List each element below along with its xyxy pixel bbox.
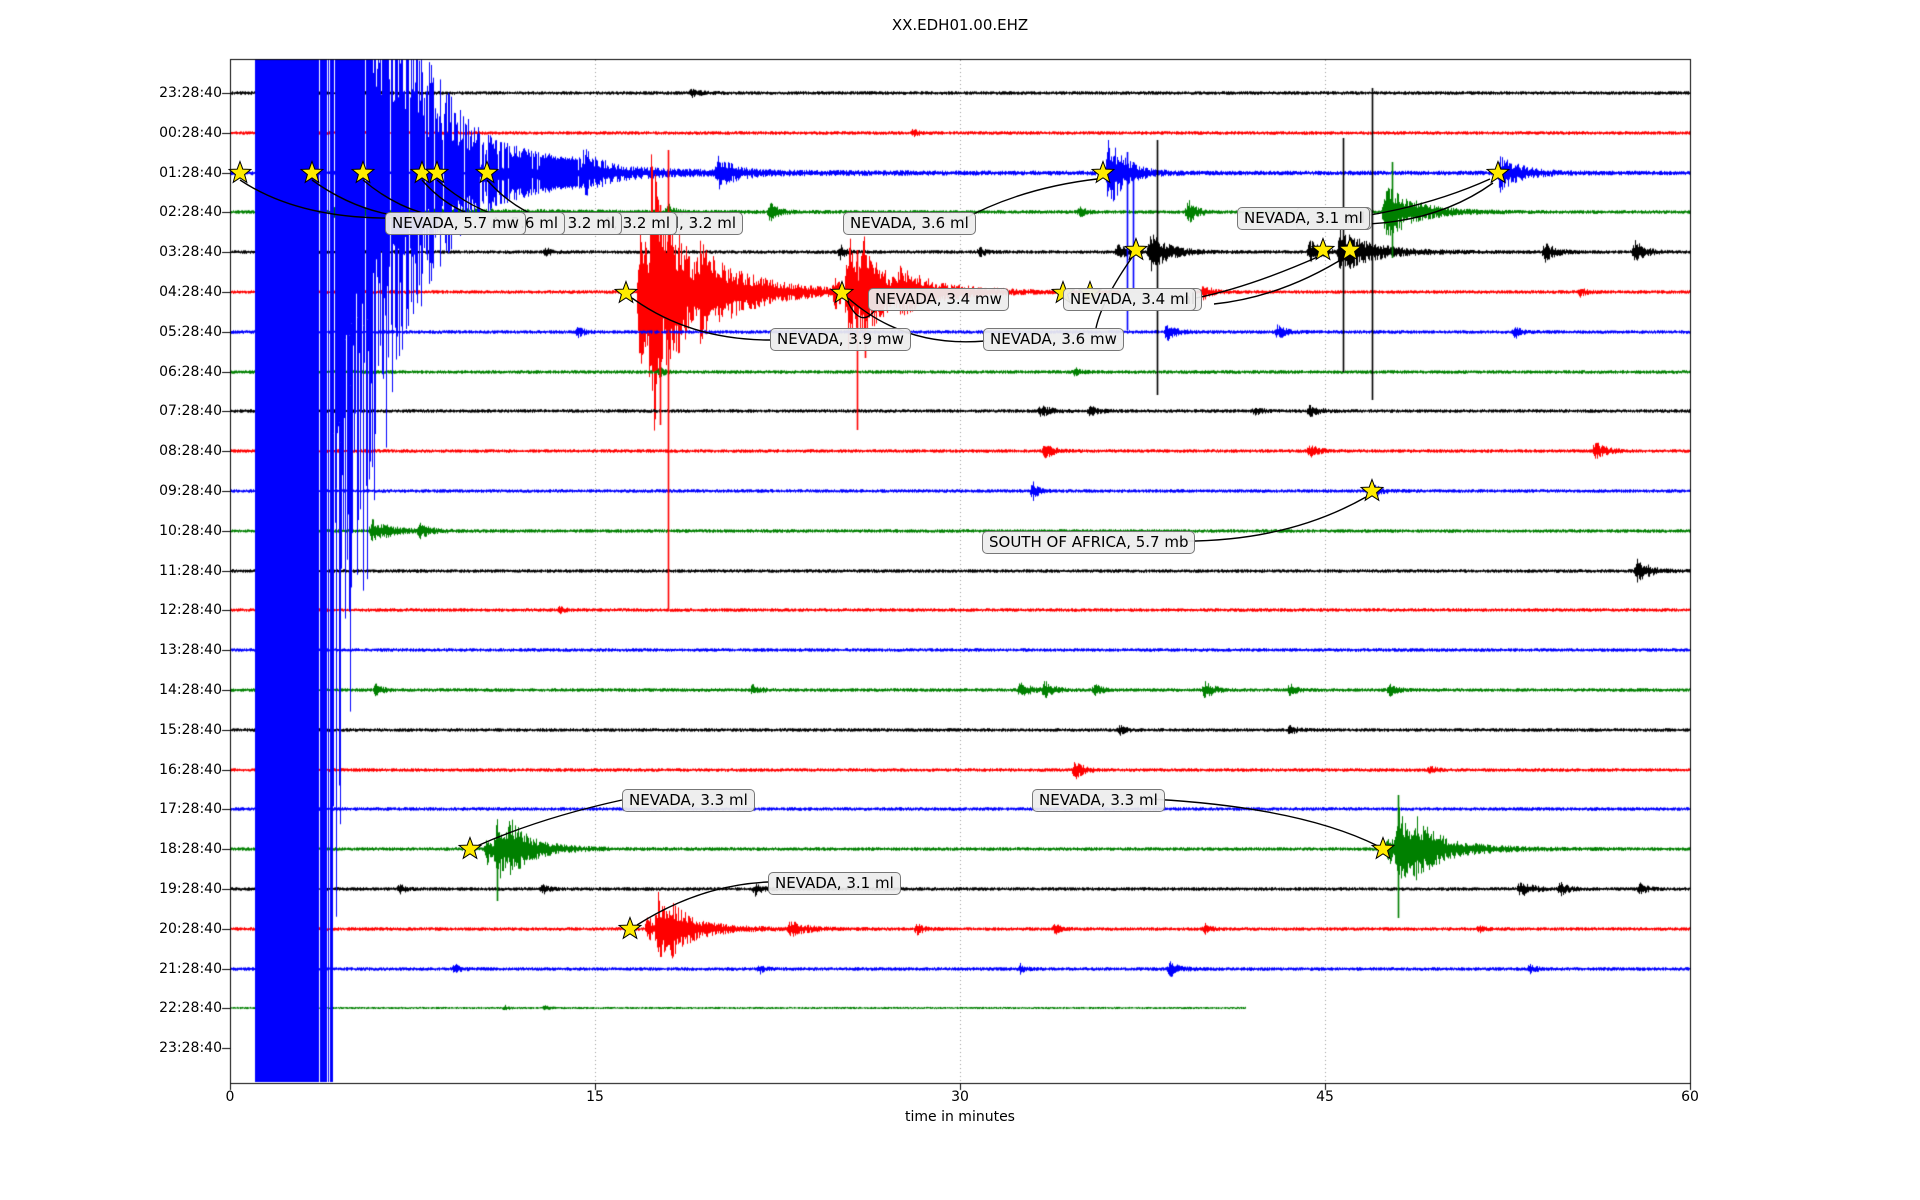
event-annotation-label: NEVADA, 3.1 ml: [768, 872, 901, 895]
event-annotation-label: NEVADA, 3.4 ml: [1063, 288, 1196, 311]
row-time-label: 23:28:40: [159, 1040, 222, 1056]
row-time-label: 16:28:40: [159, 762, 222, 778]
x-tick-label: 15: [586, 1089, 604, 1105]
row-time-label: 03:28:40: [159, 244, 222, 260]
x-tick-label: 30: [951, 1089, 969, 1105]
event-annotation-label: NEVADA, 3.1 ml: [1237, 207, 1370, 230]
x-axis-title: time in minutes: [905, 1109, 1015, 1125]
plot-title: XX.EDH01.00.EHZ: [891, 16, 1029, 34]
row-time-label: 01:28:40: [159, 165, 222, 181]
event-annotation-label: NEVADA, 3.4 mw: [868, 288, 1009, 311]
event-annotation-label: NEVADA, 3.3 ml: [622, 789, 755, 812]
row-time-label: 10:28:40: [159, 523, 222, 539]
row-time-label: 04:28:40: [159, 284, 222, 300]
x-tick-label: 60: [1681, 1089, 1699, 1105]
event-annotation-label: NEVADA, 3.3 ml: [1032, 789, 1165, 812]
row-time-label: 12:28:40: [159, 602, 222, 618]
row-time-label: 19:28:40: [159, 881, 222, 897]
row-time-label: 15:28:40: [159, 722, 222, 738]
x-tick-label: 0: [225, 1089, 235, 1105]
row-time-label: 18:28:40: [159, 841, 222, 857]
row-time-label: 22:28:40: [159, 1000, 222, 1016]
row-time-label: 21:28:40: [159, 961, 222, 977]
row-time-label: 11:28:40: [159, 563, 222, 579]
row-time-label: 13:28:40: [159, 642, 222, 658]
row-time-label: 06:28:40: [159, 364, 222, 380]
event-annotation-label: NEVADA, 3.9 mw: [770, 328, 911, 351]
x-tick-label: 45: [1316, 1089, 1334, 1105]
row-time-label: 07:28:40: [159, 403, 222, 419]
event-annotation-label: NEVADA, 5.7 mw: [385, 212, 526, 235]
row-time-label: 05:28:40: [159, 324, 222, 340]
row-time-label: 02:28:40: [159, 204, 222, 220]
event-annotation-label: NEVADA, 3.6 mw: [983, 328, 1124, 351]
row-time-label: 17:28:40: [159, 801, 222, 817]
row-time-label: 00:28:40: [159, 125, 222, 141]
event-annotation-label: NEVADA, 3.6 ml: [843, 212, 976, 235]
row-time-label: 09:28:40: [159, 483, 222, 499]
row-time-label: 14:28:40: [159, 682, 222, 698]
row-time-label: 08:28:40: [159, 443, 222, 459]
row-time-label: 20:28:40: [159, 921, 222, 937]
row-time-label: 23:28:40: [159, 85, 222, 101]
event-annotation-label: SOUTH OF AFRICA, 5.7 mb: [982, 531, 1196, 554]
